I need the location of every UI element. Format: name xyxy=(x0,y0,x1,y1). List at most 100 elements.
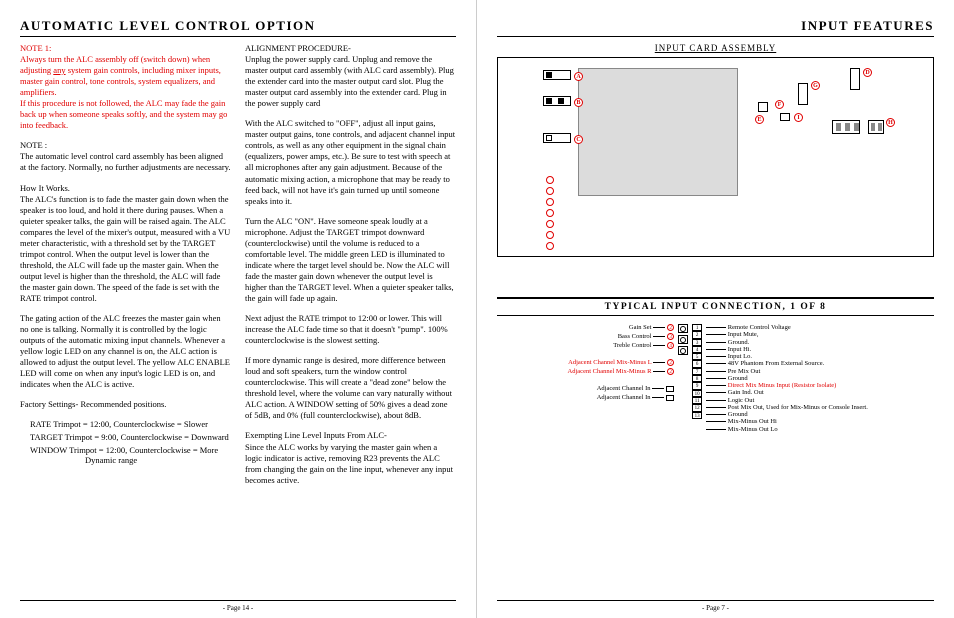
assembly-subhead: INPUT CARD ASSEMBLY xyxy=(497,43,934,53)
callout-g: G xyxy=(811,81,820,90)
pin-number: 2 xyxy=(692,331,702,338)
pin-number: 8 xyxy=(692,375,702,382)
dot-icon xyxy=(546,231,554,239)
pin-number: 3 xyxy=(692,339,702,346)
align-p1: Unplug the power supply card. Unplug and… xyxy=(245,54,456,109)
conn-right-row: Gain Ind. Out xyxy=(706,389,926,396)
left-page: AUTOMATIC LEVEL CONTROL OPTION NOTE 1: A… xyxy=(0,0,477,618)
connection-table: Gain Set 2Bass Control 3Treble Control 4… xyxy=(497,324,934,433)
callout-d: D xyxy=(863,68,872,77)
trimpot-icon xyxy=(678,346,688,355)
pin-number: 1 xyxy=(692,324,702,331)
pin-number: 11 xyxy=(692,397,702,404)
chip-icon xyxy=(850,68,860,90)
chip-icon xyxy=(832,120,860,134)
chip-icon xyxy=(868,120,884,134)
callout-c: C xyxy=(574,135,583,144)
page-num-right: - Page 7 - xyxy=(497,600,934,612)
factory-settings: RATE Trimpot = 12:00, Counterclockwise =… xyxy=(30,419,231,466)
left-col-1: NOTE 1: Always turn the ALC assembly off… xyxy=(20,43,231,495)
align-p5: If more dynamic range is desired, more d… xyxy=(245,355,456,421)
indicator-dots xyxy=(546,176,554,250)
trimpot-icon xyxy=(678,324,688,333)
dot-icon xyxy=(546,176,554,184)
dot-icon xyxy=(546,187,554,195)
conn-left-row: Treble Control 4 xyxy=(505,342,674,351)
conn-left-row: Gain Set 2 xyxy=(505,324,674,333)
conn-right-row: Mix-Minus Out Lo xyxy=(706,426,926,433)
note1-head: NOTE 1: xyxy=(20,43,231,54)
dot-icon xyxy=(546,220,554,228)
conn-right-row: Remote Control Voltage xyxy=(706,324,926,331)
card-assembly-diagram: A B C D E F G H I xyxy=(497,57,934,257)
chip-icon xyxy=(798,83,808,105)
pin-numbers: 12345678910111213 xyxy=(692,324,702,419)
dot-icon xyxy=(546,242,554,250)
exempt-body: Since the ALC works by varying the maste… xyxy=(245,442,456,486)
conn-left-labels: Gain Set 2Bass Control 3Treble Control 4… xyxy=(505,324,674,403)
conn-right-row: Ground xyxy=(706,375,926,382)
conn-left-row: Adjacent Channel In xyxy=(505,385,674,394)
callout-f: F xyxy=(775,100,784,109)
align-p4: Next adjust the RATE trimpot to 12:00 or… xyxy=(245,313,456,346)
conn-right-row: Logic Out xyxy=(706,397,926,404)
conn-left-row xyxy=(505,350,674,359)
conn-center: 12345678910111213 xyxy=(678,324,702,419)
dot-icon xyxy=(546,209,554,217)
callout-e: E xyxy=(755,115,764,124)
setting-target: TARGET Trimpot = 9:00, Counterclockwise … xyxy=(30,432,231,443)
left-col-2: ALIGNMENT PROCEDURE- Unplug the power su… xyxy=(245,43,456,495)
align-p3: Turn the ALC "ON". Have someone speak lo… xyxy=(245,216,456,304)
typical-title: TYPICAL INPUT CONNECTION, 1 OF 8 xyxy=(497,297,934,316)
chip-icon xyxy=(543,133,571,143)
conn-right-row: Pre Mix Out xyxy=(706,368,926,375)
chip-icon xyxy=(543,70,571,80)
align-p2: With the ALC switched to "OFF", adjust a… xyxy=(245,118,456,206)
dot-icon xyxy=(546,198,554,206)
right-page: INPUT FEATURES INPUT CARD ASSEMBLY A B C… xyxy=(477,0,954,618)
pcb-icon xyxy=(578,68,738,196)
how-head: How It Works. xyxy=(20,183,231,194)
left-title: AUTOMATIC LEVEL CONTROL OPTION xyxy=(20,18,456,37)
conn-left-row: Adjacent Channel Mix-Minus L 2 xyxy=(505,359,674,368)
chip-icon xyxy=(543,96,571,106)
how-body: The ALC's function is to fade the master… xyxy=(20,194,231,304)
pin-number: 4 xyxy=(692,346,702,353)
page-num-left: - Page 14 - xyxy=(20,600,456,612)
conn-left-row xyxy=(505,377,674,386)
chip-icon xyxy=(780,113,790,121)
conn-right-row: Mix-Minus Out Hi xyxy=(706,418,926,425)
conn-right-labels: Remote Control Voltage Input Mute, Groun… xyxy=(706,324,926,433)
pin-number: 10 xyxy=(692,390,702,397)
setting-rate: RATE Trimpot = 12:00, Counterclockwise =… xyxy=(30,419,231,430)
pin-number: 6 xyxy=(692,360,702,367)
note2-body: The automatic level control card assembl… xyxy=(20,151,231,173)
note1-body: Always turn the ALC assembly off (switch… xyxy=(20,54,231,131)
left-columns: NOTE 1: Always turn the ALC assembly off… xyxy=(20,43,456,495)
conn-right-row: Input Hi. xyxy=(706,346,926,353)
conn-right-row: Ground xyxy=(706,411,926,418)
factory-head: Factory Settings- Recommended positions. xyxy=(20,399,231,410)
setting-window: WINDOW Trimpot = 12:00, Counterclockwise… xyxy=(30,445,231,466)
conn-right-row: 48V Phantom From External Source. xyxy=(706,360,926,367)
pin-number: 7 xyxy=(692,368,702,375)
exempt-head: Exempting Line Level Inputs From ALC- xyxy=(245,430,456,441)
conn-right-row: Direct Mix Minus Input (Resistor Isolate… xyxy=(706,382,926,389)
pin-number: 13 xyxy=(692,412,702,419)
conn-right-row: Input Lo. xyxy=(706,353,926,360)
conn-left-row: Adjacent Channel Mix-Minus R 2 xyxy=(505,368,674,377)
callout-b: B xyxy=(574,98,583,107)
note2-head: NOTE : xyxy=(20,140,231,151)
conn-right-row: Ground. xyxy=(706,339,926,346)
pin-number: 12 xyxy=(692,404,702,411)
trimpot-icon xyxy=(678,335,688,344)
align-head: ALIGNMENT PROCEDURE- xyxy=(245,43,456,54)
callout-a: A xyxy=(574,72,583,81)
conn-right-row: Input Mute, xyxy=(706,331,926,338)
gating: The gating action of the ALC freezes the… xyxy=(20,313,231,390)
trimpot-col xyxy=(678,324,688,419)
pin-number: 9 xyxy=(692,382,702,389)
pin-number: 5 xyxy=(692,353,702,360)
conn-right-row: Post Mix Out, Used for Mix-Minus or Cons… xyxy=(706,404,926,411)
conn-left-row: Adjacent Channel In xyxy=(505,394,674,403)
